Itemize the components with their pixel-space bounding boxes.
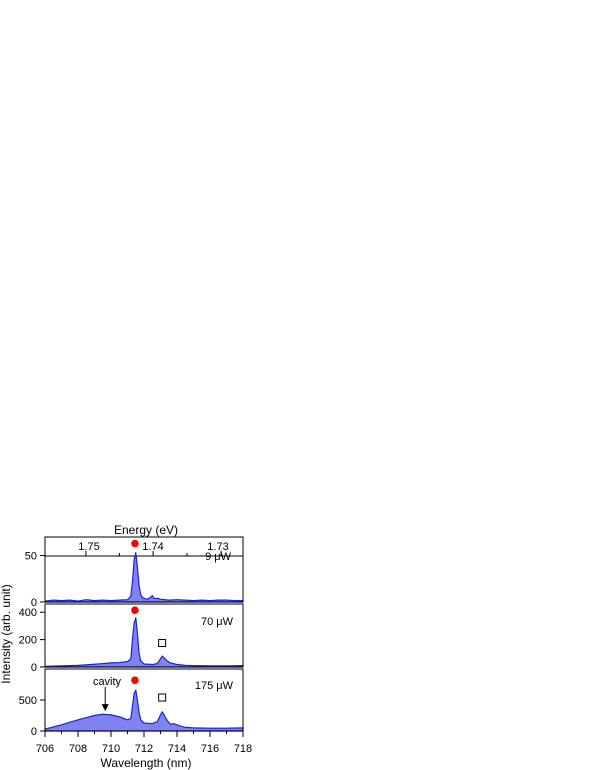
x-tick-label: 708 (69, 743, 87, 755)
panel-label-9uw: 9 μW (205, 551, 232, 563)
y-tick-label: 500 (19, 695, 37, 707)
x-tick-label: 716 (201, 743, 219, 755)
x-tick-label: 706 (36, 743, 54, 755)
panel-label-70uw: 70 μW (201, 616, 234, 628)
cavity-arrow-head (101, 704, 109, 712)
y-tick-label: 50 (25, 551, 37, 563)
y-tick-label: 0 (31, 662, 37, 674)
panel-frame (44, 603, 244, 668)
panel-frame (44, 536, 244, 603)
red-circle-marker (131, 606, 139, 614)
square-marker (158, 693, 167, 702)
y-tick-label: 0 (31, 597, 37, 609)
top-axis-label: Energy (eV) (114, 523, 178, 537)
y-tick-label: 0 (31, 726, 37, 738)
y-axis-label: Intensity (arb. unit) (0, 584, 13, 683)
x-tick-label: 718 (234, 743, 252, 755)
x-tick-label: 714 (168, 743, 186, 755)
panel-70uw: 0 200 400 (19, 603, 244, 674)
x-tick-label: 712 (135, 743, 153, 755)
panel-label-175uw: 175 μW (195, 680, 234, 692)
spectrum-area (44, 617, 244, 668)
red-circle-marker (131, 676, 139, 684)
spectrum-area (44, 689, 244, 732)
panel-9uw: 0 50 (25, 536, 244, 609)
top-energy-axis: Energy (eV) 1.75 1.74 1.73 (45, 523, 243, 557)
x-axis-label: Wavelength (nm) (101, 756, 192, 770)
top-tick-label: 1.74 (142, 541, 163, 553)
bottom-wavelength-axis: 706 708 710 712 714 716 718 Wavelength (… (36, 743, 252, 770)
square-marker (158, 639, 167, 648)
top-tick-label: 1.73 (207, 541, 228, 553)
spectrum-area (44, 552, 244, 603)
x-tick-label: 710 (102, 743, 120, 755)
top-tick-label: 1.75 (78, 541, 99, 553)
cavity-annotation: cavity (93, 676, 122, 688)
y-tick-label: 400 (19, 607, 37, 619)
y-tick-label: 200 (19, 635, 37, 647)
red-circle-marker (131, 539, 139, 548)
